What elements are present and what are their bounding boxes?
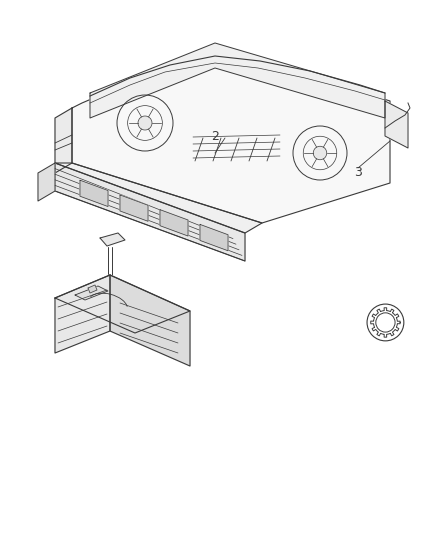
- Polygon shape: [55, 163, 262, 233]
- Polygon shape: [120, 195, 148, 221]
- Polygon shape: [385, 101, 408, 148]
- Text: 3: 3: [354, 166, 362, 180]
- Polygon shape: [55, 275, 190, 333]
- Polygon shape: [55, 275, 110, 353]
- Polygon shape: [38, 163, 55, 201]
- Polygon shape: [100, 233, 125, 246]
- Polygon shape: [55, 163, 245, 261]
- Polygon shape: [200, 224, 228, 251]
- Polygon shape: [80, 180, 108, 206]
- Polygon shape: [110, 275, 190, 366]
- Polygon shape: [75, 286, 108, 300]
- Text: 2: 2: [211, 130, 219, 142]
- Polygon shape: [88, 285, 97, 293]
- Circle shape: [313, 146, 327, 160]
- Polygon shape: [160, 209, 188, 236]
- Polygon shape: [90, 43, 385, 118]
- Polygon shape: [55, 108, 72, 173]
- Circle shape: [138, 116, 152, 130]
- Polygon shape: [72, 46, 390, 223]
